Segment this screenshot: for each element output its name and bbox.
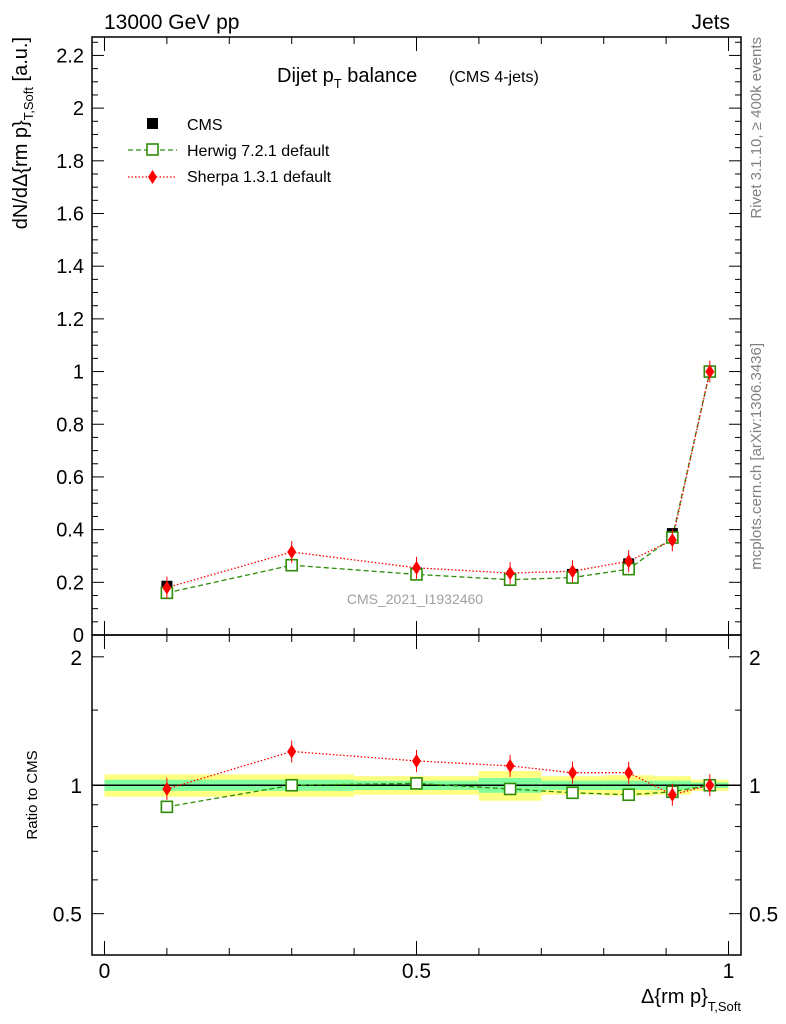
ratio-y-tick-label: 0.5	[53, 904, 82, 927]
x-axis-label: Δ{rm p}T,Soft	[641, 986, 741, 1014]
series-lines	[166, 371, 711, 808]
ratio-y-tick-label-right: 2	[749, 647, 761, 670]
ratio-line-sherpa	[166, 750, 710, 796]
ratio-point-herwig	[410, 777, 423, 790]
series-markers	[160, 360, 717, 814]
main-y-tick-label: 2.2	[56, 45, 84, 67]
legend-label-sherpa: Sherpa 1.3.1 default	[187, 169, 332, 186]
header-left: 13000 GeV pp	[104, 11, 239, 34]
legend-marker-herwig	[146, 143, 159, 156]
main-y-tick-label: 1.8	[56, 151, 84, 173]
main-y-ticks: 0 0.2 0.4 0.6 0.8 1 1.2 1.4 1.6 1.8 2 2.2	[56, 41, 741, 647]
rivet-label: Rivet 3.1.10, ≥ 400k events	[748, 37, 765, 219]
plot-title: Dijet pT balance	[277, 65, 417, 91]
header-right: Jets	[691, 11, 730, 34]
ratio-y-axis-label: Ratio to CMS	[24, 750, 41, 839]
main-line-herwig	[166, 371, 711, 594]
mcplots-label: mcplots.cern.ch [arXiv:1306.3436]	[748, 343, 765, 570]
main-y-tick-label: 2	[73, 98, 84, 120]
main-y-tick-label: 0.2	[56, 572, 84, 594]
ratio-point-herwig	[285, 778, 298, 792]
ratio-y-tick-label: 2	[70, 647, 82, 670]
ratio-point-herwig	[160, 800, 174, 814]
main-y-tick-label: 0.8	[56, 414, 84, 436]
ratio-y-tick-label: 1	[70, 775, 82, 798]
main-y-tick-label: 1.6	[56, 204, 84, 226]
main-y-tick-label: 1.2	[56, 309, 84, 331]
ratio-point-herwig	[622, 788, 635, 802]
x-tick-label: 0	[99, 960, 111, 983]
ratio-point-herwig	[566, 786, 579, 800]
main-y-tick-label: 0	[73, 625, 84, 647]
legend-label-herwig: Herwig 7.2.1 default	[187, 143, 330, 160]
legend-label-cms: CMS	[187, 117, 223, 134]
ratio-y-ticks: 0.5 0.5 1 1 2 2	[53, 647, 778, 927]
analysis-watermark: CMS_2021_I1932460	[347, 591, 483, 607]
main-y-axis-label: dN/dΔ{rm p}T,Soft [a.u.]	[10, 37, 36, 229]
main-y-tick-label: 0.4	[56, 520, 84, 542]
main-y-tick-label: 1	[73, 362, 84, 384]
x-ticks: 0 0.5 1	[99, 37, 735, 983]
main-y-tick-label: 0.6	[56, 467, 84, 489]
legend-marker-sherpa	[148, 170, 157, 184]
main-y-tick-label: 1.4	[56, 256, 84, 278]
x-tick-label: 0.5	[402, 960, 431, 983]
main-line-sherpa	[166, 371, 711, 589]
ratio-point-herwig	[503, 782, 517, 796]
legend-marker-cms	[147, 118, 158, 129]
plot-title-small: (CMS 4-jets)	[449, 69, 539, 86]
x-tick-label: 1	[723, 960, 735, 983]
legend: CMS Herwig 7.2.1 default Sherpa 1.3.1 de…	[128, 117, 332, 186]
ratio-line-herwig	[166, 782, 710, 808]
ratio-y-tick-label-right: 0.5	[749, 904, 778, 927]
ratio-y-tick-label-right: 1	[749, 775, 761, 798]
